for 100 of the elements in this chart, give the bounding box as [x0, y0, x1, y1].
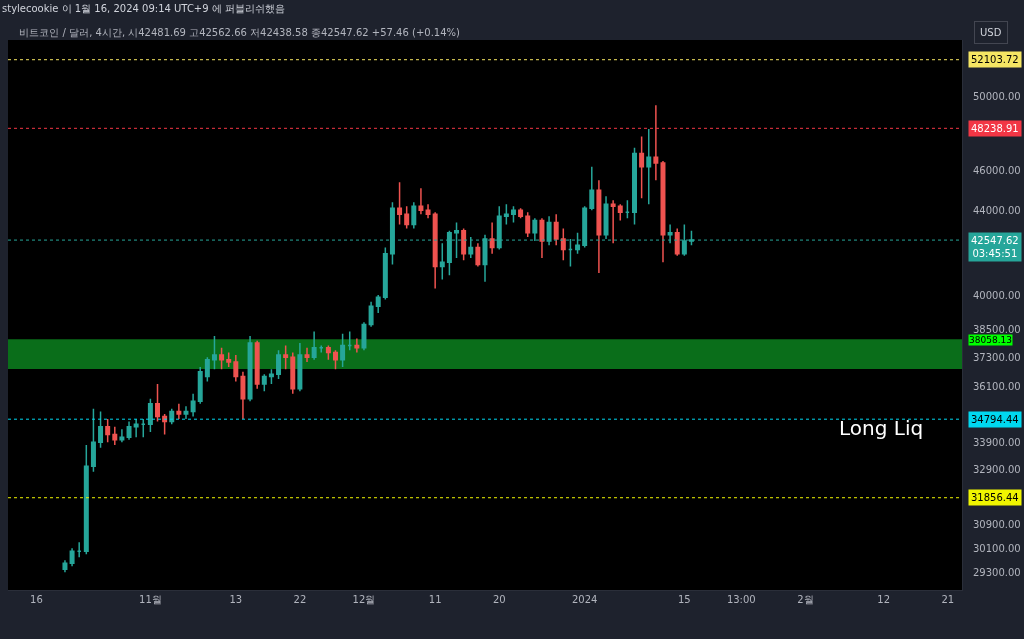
candlestick — [361, 321, 367, 351]
candlestick — [489, 221, 495, 255]
y-tick-label: 46000.00 — [973, 165, 1021, 177]
candlestick — [560, 227, 566, 261]
candlestick — [211, 335, 217, 371]
x-tick-label: 2월 — [797, 594, 814, 605]
candlestick — [653, 104, 659, 182]
x-tick-label: 11 — [428, 594, 442, 605]
candlestick — [254, 339, 260, 390]
candlestick — [90, 408, 96, 473]
y-tick-label: 29300.00 — [973, 566, 1021, 578]
candlestick — [603, 195, 609, 240]
candlestick — [525, 211, 531, 238]
candlestick — [119, 428, 125, 444]
x-tick-label: 22 — [293, 594, 307, 605]
candlestick — [461, 227, 467, 261]
candlestick — [197, 366, 203, 405]
candlestick — [204, 356, 210, 383]
candlestick — [240, 370, 246, 420]
candlestick — [155, 383, 160, 423]
candlestick — [382, 246, 388, 301]
candlestick — [247, 335, 253, 403]
candlestick — [325, 344, 331, 361]
x-tick-label: 2024 — [571, 594, 598, 605]
candlestick — [219, 347, 225, 371]
y-tick-label: 32900.00 — [973, 463, 1021, 475]
x-tick-label: 16 — [30, 594, 43, 605]
ref-line-label: 52103.72 — [971, 54, 1019, 65]
chart-title: 비트코인 / 달러, 4시간, 시42481.69 고42562.66 저42438.58 종42547.62 +57.46 (+0.14%) — [19, 26, 461, 38]
y-tick-label: 38500.00 — [973, 323, 1021, 335]
ref-line-label: 31856.44 — [971, 492, 1019, 503]
candlestick — [290, 351, 296, 395]
text: USD — [980, 27, 1002, 38]
candlestick — [646, 128, 652, 205]
candlestick — [503, 203, 509, 226]
ref-line-label: 42547.62 03:45:51 — [971, 235, 1019, 259]
candlestick — [190, 393, 196, 418]
candlestick — [418, 187, 424, 216]
y-tick-label: 50000.00 — [973, 90, 1021, 102]
x-tick-label: 12월 — [352, 594, 376, 605]
candlestick — [354, 337, 360, 354]
candlestick — [98, 410, 104, 449]
candlestick — [589, 166, 595, 211]
annotation: Long Liq — [839, 416, 924, 440]
x-tick-label: 12 — [877, 594, 891, 605]
candlestick — [347, 330, 353, 351]
x-tick-label: 15 — [677, 594, 691, 605]
candlestick — [83, 444, 89, 555]
y-tick-label: 33900.00 — [973, 436, 1021, 448]
candlestick — [411, 201, 417, 230]
candlestick — [624, 199, 630, 220]
candlestick — [268, 368, 274, 385]
candlestick — [639, 135, 645, 199]
y-tick-label: 36100.00 — [973, 380, 1021, 392]
candlestick — [632, 146, 637, 226]
candlestick — [368, 301, 374, 328]
candlestick — [169, 408, 175, 425]
candlestick — [276, 349, 282, 380]
x-tick-label: 11월 — [139, 594, 162, 605]
candlestick — [340, 332, 346, 368]
candlestick — [226, 351, 232, 368]
candlestick — [62, 559, 68, 573]
candlestick — [539, 217, 545, 259]
y-tick-label: 30900.00 — [973, 519, 1021, 531]
band-label: 38058.13 — [969, 335, 1012, 345]
candlestick — [176, 403, 182, 420]
candlestick — [596, 179, 602, 274]
x-tick-label: 13:00 — [726, 594, 756, 605]
candlestick — [674, 227, 680, 257]
y-tick-label: 37300.00 — [973, 351, 1021, 363]
candlestick — [297, 342, 303, 393]
x-tick-label: 21 — [941, 594, 955, 605]
text: stylecookie 이 1월 16, 2024 09:14 UTC+9 에 퍼블리쉬했음 — [2, 3, 285, 14]
candlestick — [233, 354, 239, 383]
candlestick — [404, 205, 410, 230]
candlestick — [147, 398, 153, 433]
candlestick — [432, 211, 438, 290]
candlestick — [397, 181, 403, 226]
candlestick — [283, 344, 289, 371]
candlestick — [610, 199, 616, 244]
candlestick — [183, 405, 189, 420]
candlestick — [105, 418, 111, 444]
candlestick — [126, 420, 132, 441]
y-tick-label: 40000.00 — [973, 289, 1021, 301]
candlestick — [304, 347, 310, 363]
candlestick — [311, 330, 317, 361]
candlestick — [333, 349, 338, 371]
candlestick — [140, 418, 146, 438]
candlestick — [133, 418, 139, 438]
candlestick — [76, 541, 82, 558]
candlestick — [112, 426, 118, 446]
ref-line-label: 48238.91 — [971, 123, 1019, 134]
candlestick — [375, 294, 381, 314]
y-tick-label: 44000.00 — [973, 204, 1021, 216]
candlestick — [660, 160, 666, 264]
y-tick-label: 30100.00 — [973, 542, 1021, 554]
candlestick — [475, 242, 481, 268]
candlestick — [518, 207, 524, 220]
x-tick-label: 13 — [229, 594, 243, 605]
candlestick — [261, 373, 267, 393]
